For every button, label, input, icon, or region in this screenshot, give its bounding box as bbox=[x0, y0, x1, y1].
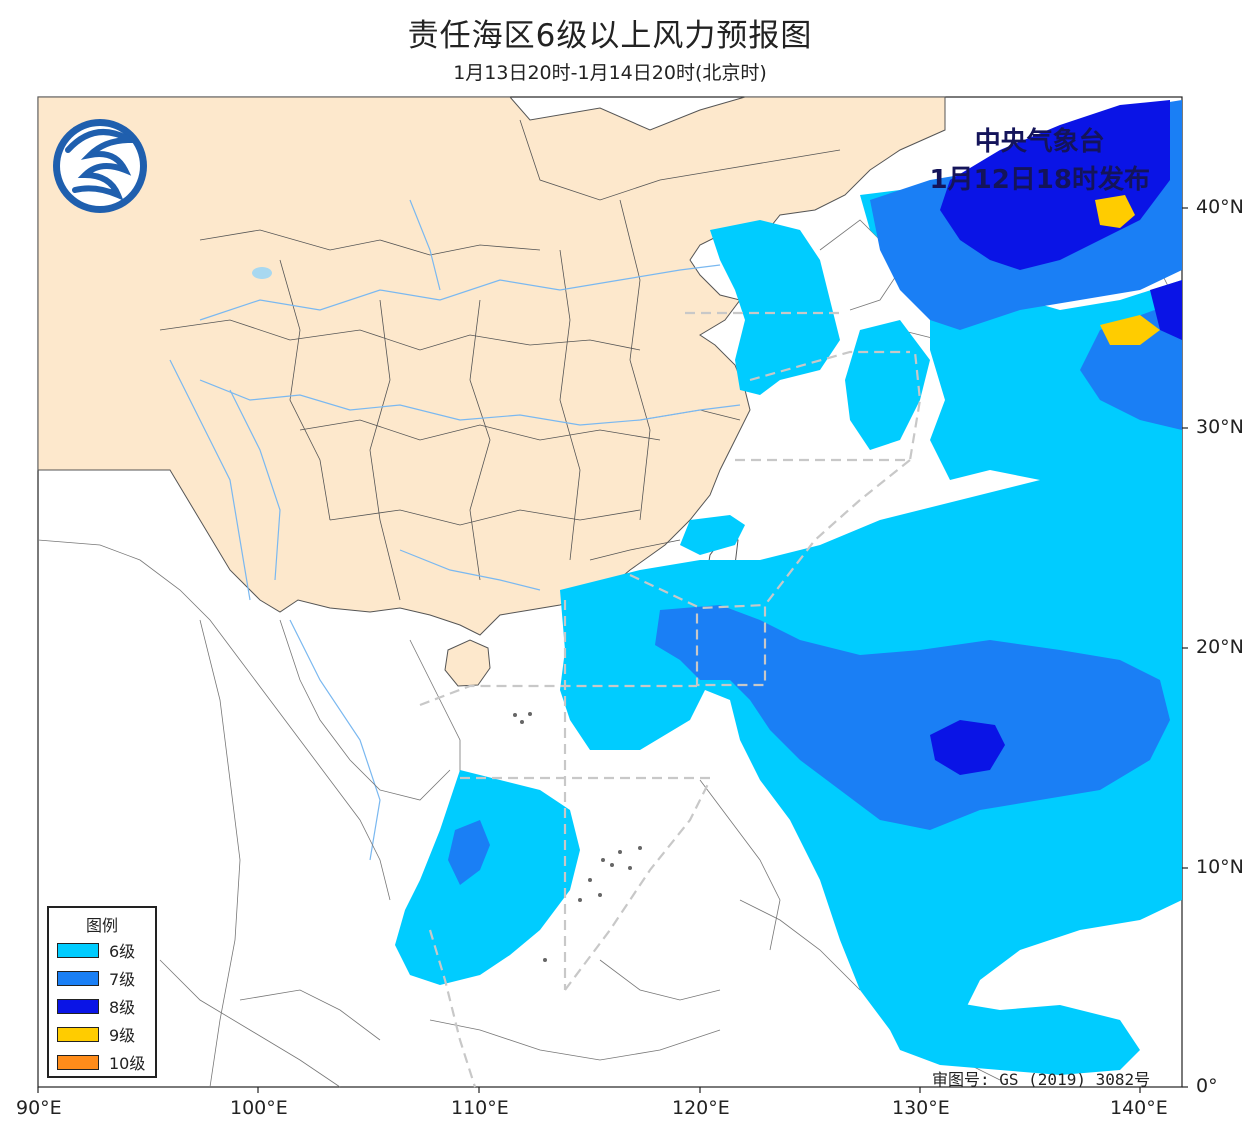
legend-swatch bbox=[57, 998, 99, 1014]
legend-swatch bbox=[57, 1054, 99, 1070]
approval-number: 审图号: GS (2019) 3082号 bbox=[932, 1070, 1151, 1089]
lat-label: 0° bbox=[1196, 1075, 1218, 1097]
legend-item: 6级 bbox=[49, 936, 155, 964]
lon-label: 90°E bbox=[16, 1097, 62, 1119]
legend-swatch bbox=[57, 970, 99, 986]
lon-label: 100°E bbox=[230, 1097, 288, 1119]
province-borders bbox=[159, 119, 841, 601]
map-subtitle: 1月13日20时-1月14日20时(北京时) bbox=[453, 62, 767, 84]
forecast-zone-lines bbox=[419, 311, 922, 1088]
lat-label: 40°N bbox=[1196, 196, 1244, 218]
lon-label: 140°E bbox=[1110, 1097, 1168, 1119]
axis-ticks bbox=[37, 207, 1188, 1093]
legend-item: 10级 bbox=[49, 1048, 155, 1076]
wind-level-9 bbox=[1095, 195, 1160, 345]
lat-label: 20°N bbox=[1196, 636, 1244, 658]
legend-title: 图例 bbox=[85, 916, 118, 935]
wind-level-8 bbox=[930, 100, 1182, 775]
legend-label: 9级 bbox=[109, 1026, 136, 1045]
issuer-block: 中央气象台 1月12日18时发布 bbox=[930, 123, 1150, 199]
legend-item: 9级 bbox=[49, 1020, 155, 1048]
issuer-name: 中央气象台 bbox=[974, 127, 1105, 157]
lat-label: 30°N bbox=[1196, 416, 1244, 438]
legend-swatch bbox=[57, 1026, 99, 1042]
legend-swatch bbox=[57, 942, 99, 958]
lat-label: 10°N bbox=[1196, 856, 1244, 878]
legend-item: 7级 bbox=[49, 964, 155, 992]
legend-label: 10级 bbox=[109, 1054, 146, 1073]
scattered-islands bbox=[513, 712, 642, 962]
legend-label: 6级 bbox=[109, 942, 136, 961]
issue-time: 1月12日18时发布 bbox=[929, 165, 1150, 195]
legend-item: 8级 bbox=[49, 992, 155, 1020]
lon-label: 110°E bbox=[451, 1097, 509, 1119]
map-title: 责任海区6级以上风力预报图 bbox=[407, 18, 813, 54]
legend-label: 8级 bbox=[109, 998, 136, 1017]
cma-logo-icon bbox=[53, 119, 147, 213]
qinghai-lake bbox=[252, 267, 272, 279]
lon-label: 120°E bbox=[672, 1097, 730, 1119]
lon-label: 130°E bbox=[892, 1097, 950, 1119]
legend-label: 7级 bbox=[109, 970, 136, 989]
rivers bbox=[169, 199, 741, 861]
legend: 图例 6级 7级 8级 9级 10级 bbox=[47, 906, 157, 1078]
